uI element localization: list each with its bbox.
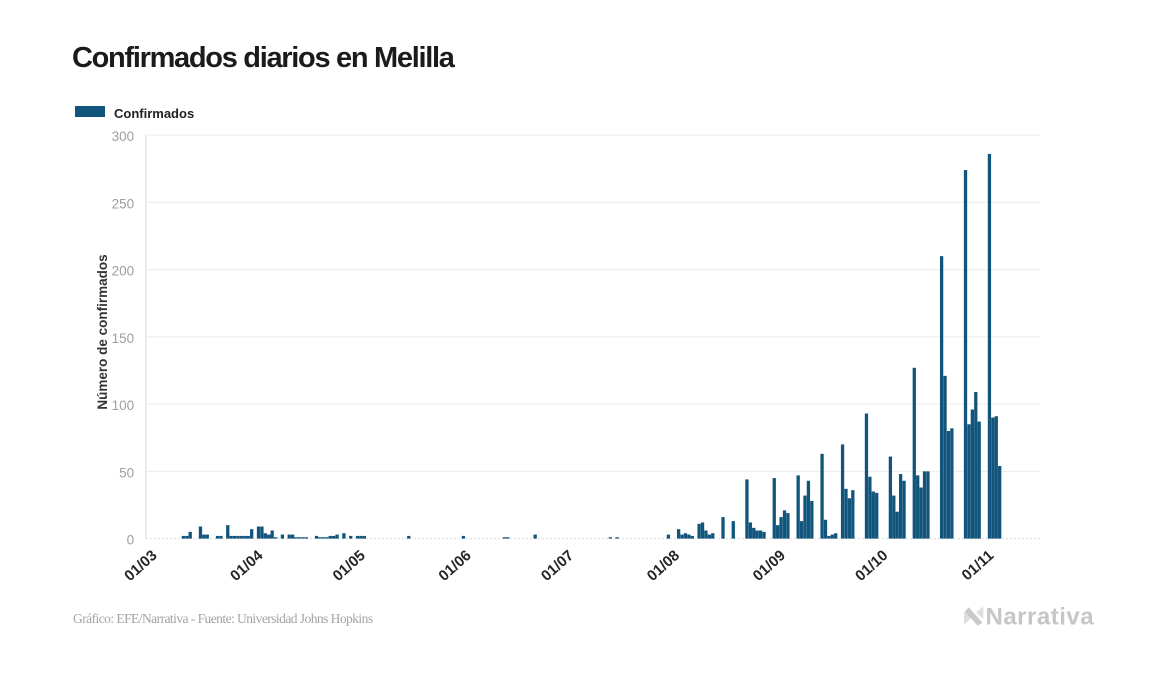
svg-text:300: 300: [112, 129, 135, 144]
svg-text:Número de confirmados: Número de confirmados: [95, 254, 110, 409]
svg-text:Narrativa: Narrativa: [986, 604, 1095, 631]
svg-text:50: 50: [119, 465, 134, 480]
svg-text:01/10: 01/10: [852, 547, 891, 585]
svg-text:01/06: 01/06: [435, 547, 474, 585]
svg-text:200: 200: [112, 264, 135, 279]
svg-text:01/08: 01/08: [644, 547, 683, 585]
svg-text:150: 150: [112, 331, 135, 346]
svg-text:01/07: 01/07: [538, 547, 577, 585]
svg-text:0: 0: [127, 533, 135, 548]
svg-text:250: 250: [112, 196, 135, 211]
svg-text:01/03: 01/03: [121, 547, 160, 585]
svg-text:01/11: 01/11: [959, 547, 998, 584]
svg-text:01/05: 01/05: [330, 547, 369, 585]
svg-text:01/04: 01/04: [227, 547, 267, 585]
svg-text:01/09: 01/09: [750, 547, 789, 585]
svg-text:100: 100: [112, 398, 135, 413]
